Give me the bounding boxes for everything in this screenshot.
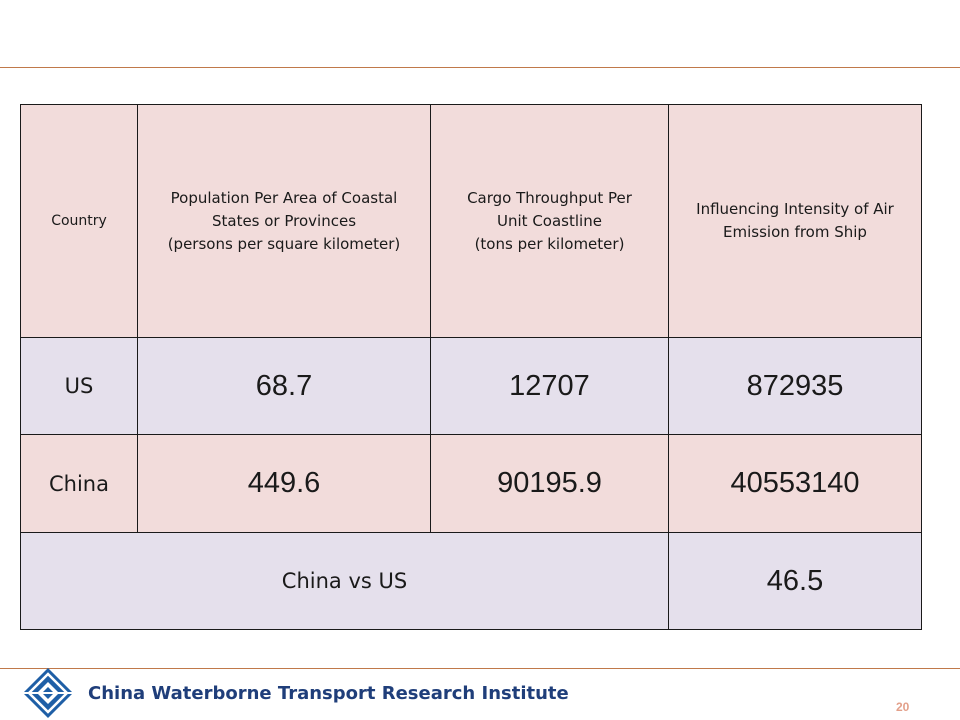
cell-cargo: 90195.9 [430, 434, 669, 533]
bottom-rule [0, 668, 960, 669]
footer-organization: China Waterborne Transport Research Inst… [88, 683, 569, 704]
cell-intensity: 40553140 [668, 434, 922, 533]
header-row: Country Population Per Area of Coastal S… [20, 104, 922, 338]
table-row: US 68.7 12707 872935 [20, 337, 922, 435]
cell-intensity: 872935 [668, 337, 922, 435]
comparison-value: 46.5 [668, 532, 922, 630]
comparison-row: China vs US 46.5 [20, 532, 922, 630]
header-population: Population Per Area of Coastal States or… [137, 104, 431, 338]
comparison-table: Country Population Per Area of Coastal S… [20, 104, 922, 630]
comparison-label: China vs US [20, 532, 669, 630]
header-country: Country [20, 104, 138, 338]
cell-cargo: 12707 [430, 337, 669, 435]
top-rule [0, 67, 960, 68]
cell-population: 68.7 [137, 337, 431, 435]
cell-population: 449.6 [137, 434, 431, 533]
header-intensity: Influencing Intensity of Air Emission fr… [668, 104, 922, 338]
institute-logo-icon [23, 668, 73, 718]
header-cargo: Cargo Throughput Per Unit Coastline (ton… [430, 104, 669, 338]
cell-country: China [20, 434, 138, 533]
page-number: 20 [896, 700, 910, 714]
table-row: China 449.6 90195.9 40553140 [20, 434, 922, 533]
cell-country: US [20, 337, 138, 435]
